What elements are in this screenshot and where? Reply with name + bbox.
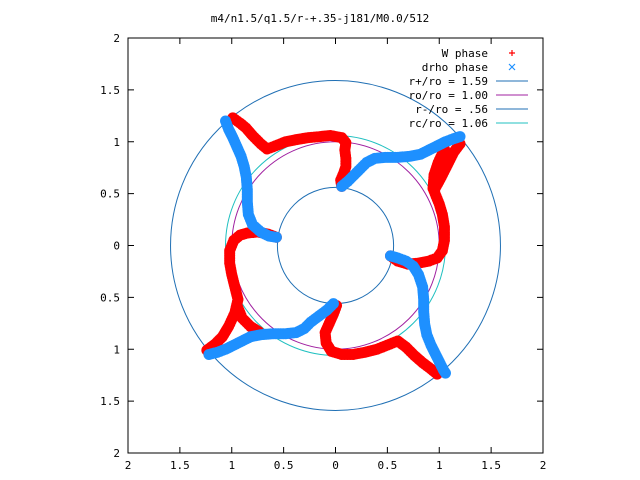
y-tick-label: 1.5 [100, 84, 120, 97]
x-tick-label: 2 [125, 459, 132, 472]
axis-ticks: 2 1.5 1 0.5 0 0.5 1 1.5 221.510.500.511.52 [100, 32, 546, 472]
series-drho_phase [203, 115, 466, 379]
legend-entry-ro: ro/ro = 1.00 [409, 89, 528, 102]
legend-label: W phase [442, 47, 488, 60]
y-tick-label: 2 [113, 447, 120, 460]
y-tick-label: 2 [113, 32, 120, 45]
legend-entry-r_plus: r+/ro = 1.59 [409, 75, 528, 88]
legend-entry-rc: rc/ro = 1.06 [409, 117, 528, 130]
data-series [201, 112, 466, 380]
legend-entry-drho_phase: drho phase [422, 61, 516, 74]
legend-entry-w_phase: W phase [442, 47, 515, 60]
legend-label: rc/ro = 1.06 [409, 117, 488, 130]
x-tick-label: 0 [332, 459, 339, 472]
legend-label: r-/ro = .56 [415, 103, 488, 116]
legend-swatch [508, 63, 516, 71]
y-tick-label: 1 [113, 136, 120, 149]
point-drho_phase [454, 131, 466, 143]
reference-circles [170, 80, 501, 411]
point-drho_phase [203, 348, 215, 360]
x-tick-label: 0.5 [377, 459, 397, 472]
legend-label: drho phase [422, 61, 488, 74]
x-tick-label: 2 [540, 459, 547, 472]
point-drho_phase [439, 367, 451, 379]
legend-swatch [509, 50, 515, 56]
legend-entry-r_minus: r-/ro = .56 [415, 103, 528, 116]
y-tick-label: 0 [113, 240, 120, 253]
y-tick-label: 0.5 [100, 291, 120, 304]
legend-label: r+/ro = 1.59 [409, 75, 488, 88]
x-tick-label: 0.5 [274, 459, 294, 472]
y-tick-label: 1 [113, 343, 120, 356]
x-tick-label: 1.5 [481, 459, 501, 472]
legend-label: ro/ro = 1.00 [409, 89, 488, 102]
circle-r_plus [170, 80, 501, 411]
y-tick-label: 0.5 [100, 188, 120, 201]
y-tick-label: 1.5 [100, 395, 120, 408]
x-tick-label: 1 [436, 459, 443, 472]
circle-r_minus [276, 186, 395, 305]
point-drho_phase [220, 115, 232, 127]
x-tick-label: 1.5 [170, 459, 190, 472]
x-tick-label: 1 [228, 459, 235, 472]
chart-title: m4/n1.5/q1.5/r-+.35-j181/M0.0/512 [211, 12, 430, 25]
